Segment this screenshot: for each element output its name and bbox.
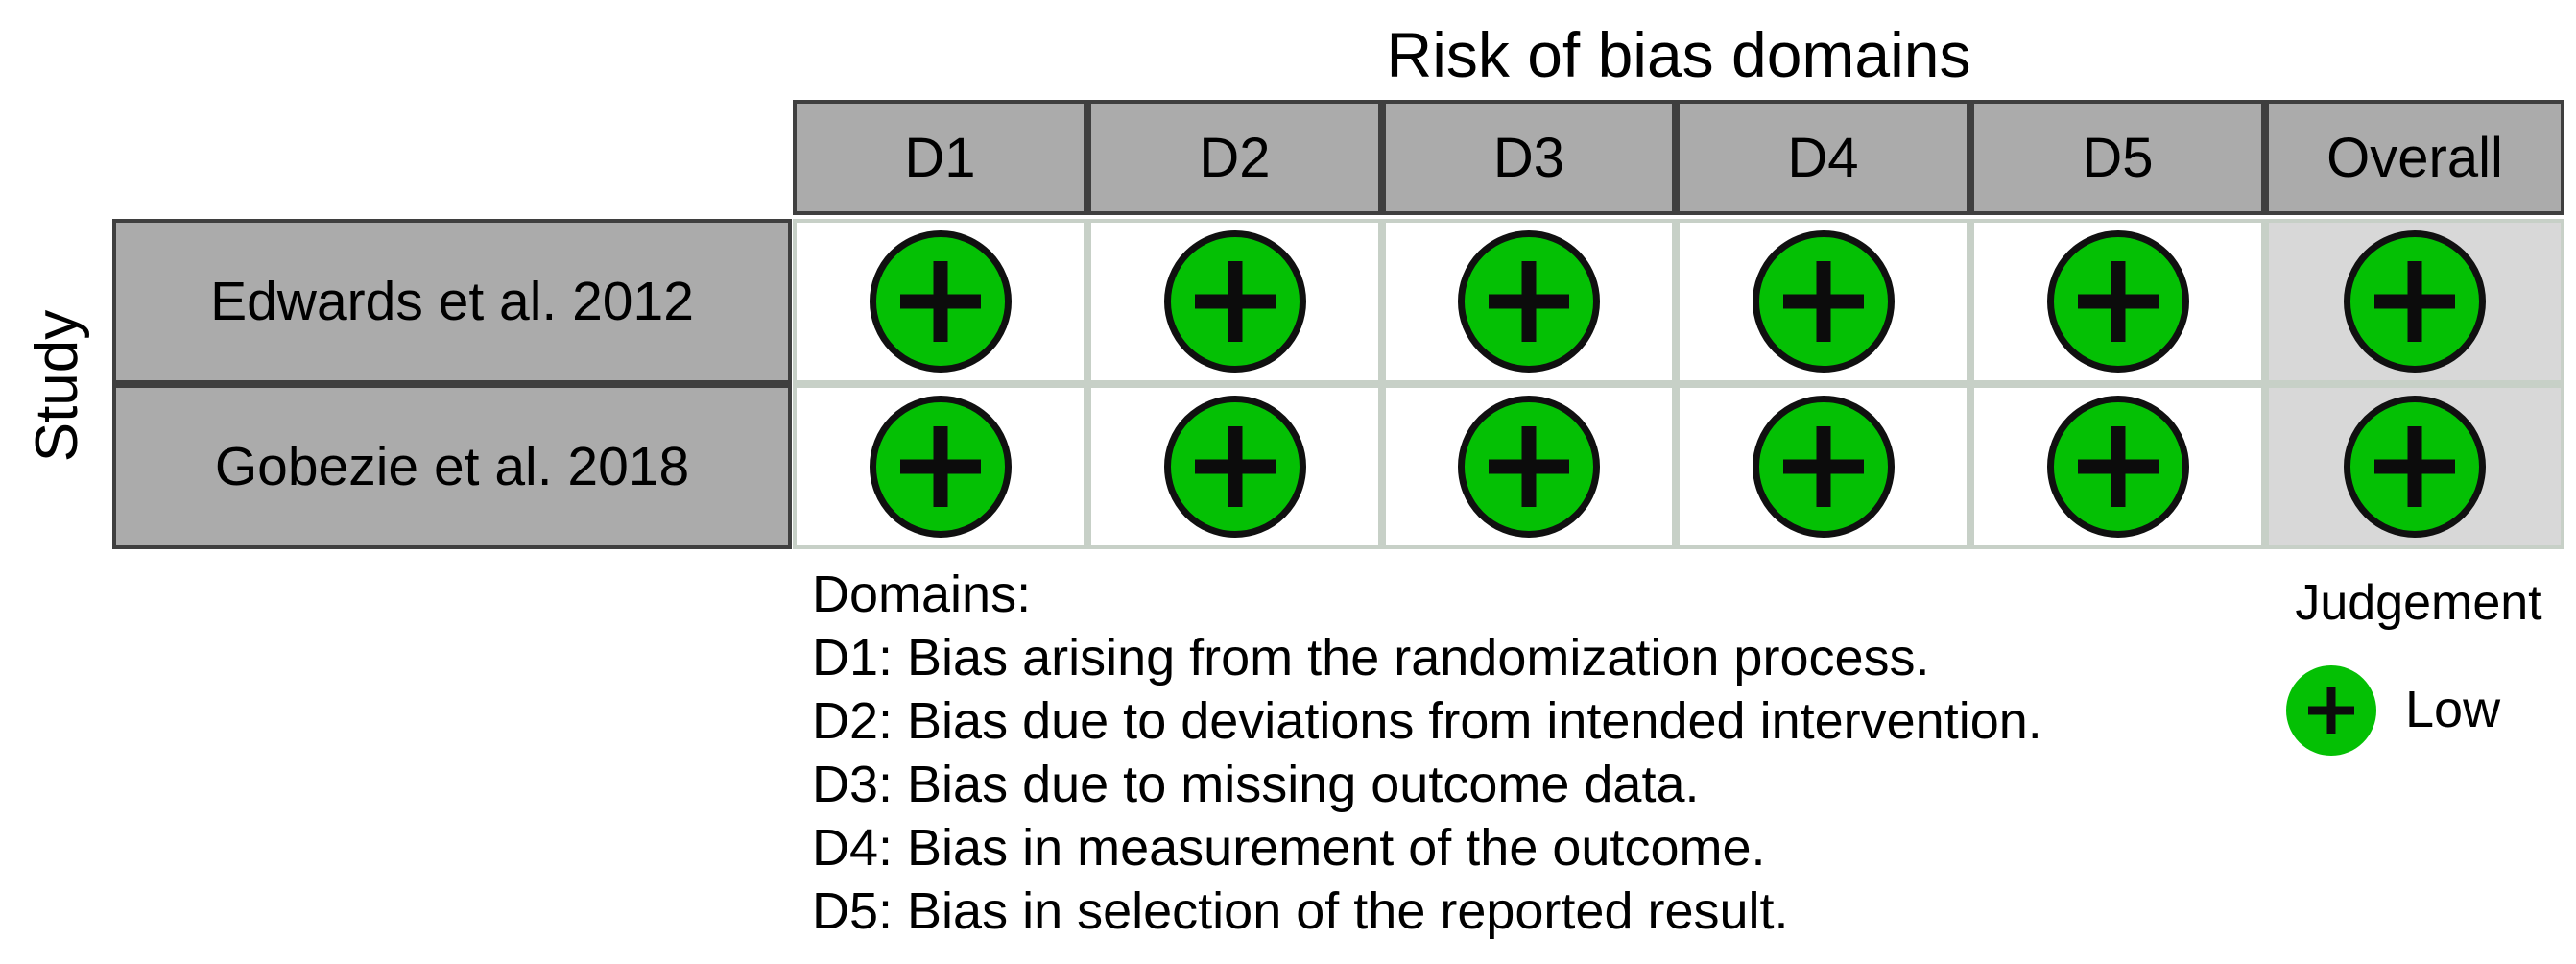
plus-icon	[2374, 426, 2455, 507]
low-risk-icon	[2046, 230, 2189, 373]
domains-heading: Domains:	[812, 566, 1032, 623]
low-risk-icon	[2344, 396, 2486, 538]
plus-icon	[1195, 261, 1276, 342]
plus-icon	[1783, 426, 1864, 507]
plus-icon	[2374, 261, 2455, 342]
low-risk-icon	[2344, 230, 2486, 373]
cell-gobezie-overall	[2265, 384, 2564, 549]
domain-line-d5: D5: Bias in selection of the reported re…	[812, 882, 1789, 940]
plus-icon	[2078, 426, 2159, 507]
low-risk-icon	[869, 396, 1012, 538]
plus-icon	[900, 426, 981, 507]
domain-line-d1: D1: Bias arising from the randomization …	[812, 629, 1930, 687]
column-header-d5: D5	[1970, 100, 2265, 215]
low-risk-icon	[1752, 230, 1895, 373]
judgement-legend-title: Judgement	[2295, 575, 2542, 631]
column-header-d1: D1	[793, 100, 1087, 215]
cell-edwards-d4	[1676, 219, 1970, 384]
cell-edwards-d1	[793, 219, 1087, 384]
low-risk-icon	[2046, 396, 2189, 538]
study-axis-label: Study	[24, 309, 90, 463]
plus-icon	[2308, 687, 2354, 734]
low-risk-legend-icon	[2286, 665, 2376, 756]
low-risk-icon	[1458, 396, 1600, 538]
figure-title: Risk of bias domains	[1386, 19, 1971, 90]
low-risk-icon	[1458, 230, 1600, 373]
plus-icon	[1195, 426, 1276, 507]
cell-edwards-overall	[2265, 219, 2564, 384]
plus-icon	[900, 261, 981, 342]
low-risk-icon	[869, 230, 1012, 373]
plus-icon	[1489, 261, 1569, 342]
plus-icon	[2078, 261, 2159, 342]
row-label-edwards-2012: Edwards et al. 2012	[112, 219, 792, 384]
plus-icon	[1489, 426, 1569, 507]
column-header-d3: D3	[1382, 100, 1676, 215]
low-risk-icon	[1163, 230, 1306, 373]
cell-gobezie-d5	[1970, 384, 2265, 549]
domains-legend: Domains: D1: Bias arising from the rando…	[812, 563, 2042, 943]
cell-gobezie-d1	[793, 384, 1087, 549]
cell-gobezie-d3	[1382, 384, 1676, 549]
low-risk-icon	[1752, 396, 1895, 538]
plus-icon	[1783, 261, 1864, 342]
column-header-d4: D4	[1676, 100, 1970, 215]
low-risk-icon	[1163, 396, 1306, 538]
cell-gobezie-d2	[1087, 384, 1382, 549]
domain-line-d3: D3: Bias due to missing outcome data.	[812, 756, 1700, 813]
domain-line-d4: D4: Bias in measurement of the outcome.	[812, 819, 1766, 877]
row-label-gobezie-2018: Gobezie et al. 2018	[112, 384, 792, 549]
cell-edwards-d2	[1087, 219, 1382, 384]
judgement-low-label: Low	[2405, 681, 2501, 738]
domain-line-d2: D2: Bias due to deviations from intended…	[812, 692, 2042, 750]
column-header-overall: Overall	[2265, 100, 2564, 215]
column-header-d2: D2	[1087, 100, 1382, 215]
cell-edwards-d5	[1970, 219, 2265, 384]
cell-edwards-d3	[1382, 219, 1676, 384]
cell-gobezie-d4	[1676, 384, 1970, 549]
